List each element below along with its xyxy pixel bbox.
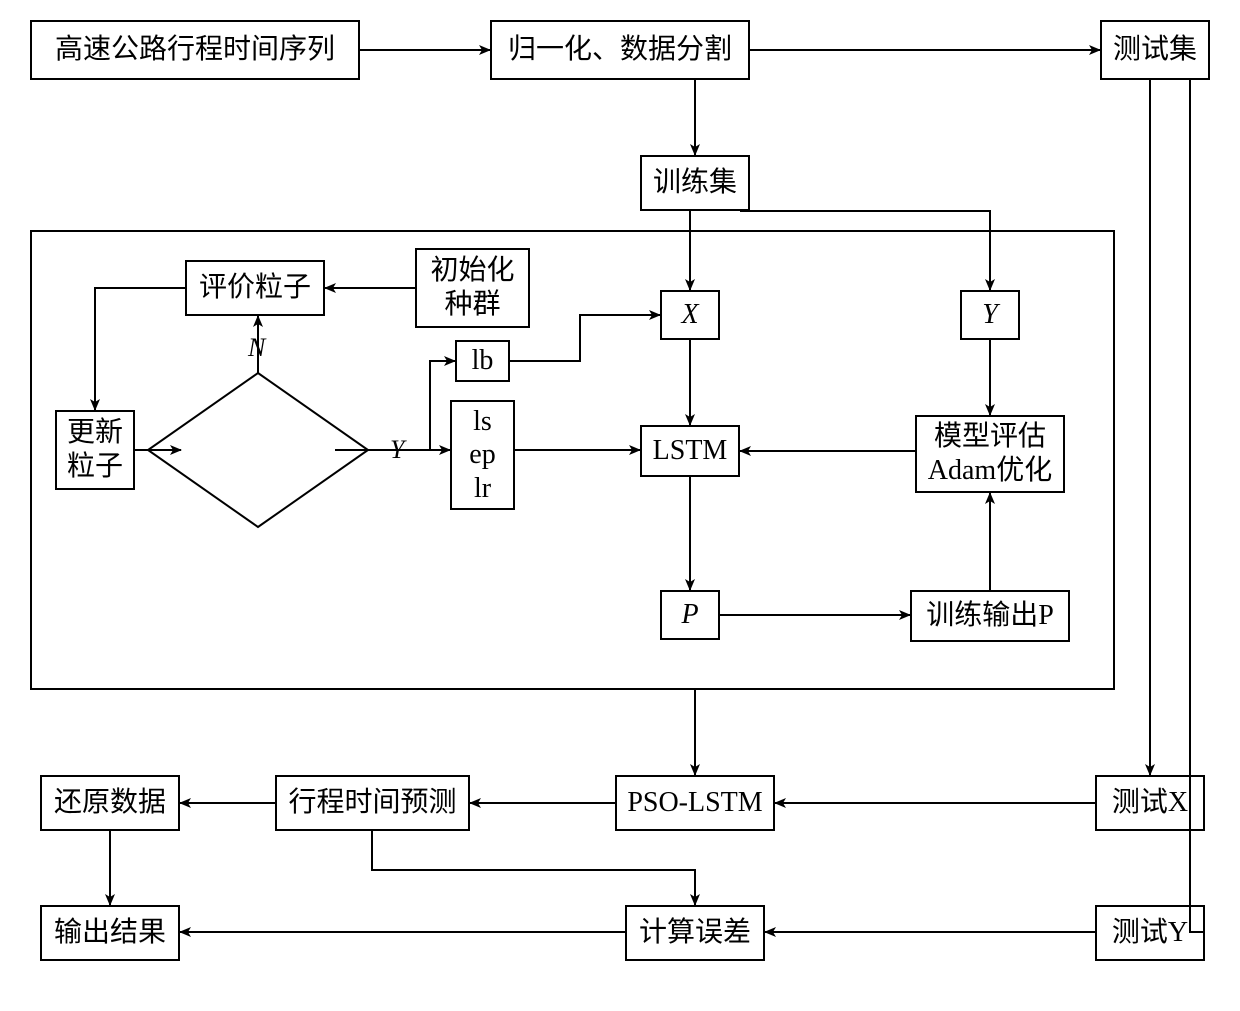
flowchart-canvas: 高速公路行程时间序列 归一化、数据分割 测试集 训练集 评价粒子 初始化种群 X… — [0, 0, 1240, 1011]
node-test-Y: 测试Y — [1095, 905, 1205, 961]
label: 是否最优 — [230, 418, 286, 482]
node-init-population: 初始化种群 — [415, 248, 530, 328]
node-model-eval-adam: 模型评估Adam优化 — [915, 415, 1065, 493]
label: P — [681, 598, 698, 632]
edge-label-N: N — [246, 333, 267, 363]
node-restore-data: 还原数据 — [40, 775, 180, 831]
node-is-optimal: 是否最优 — [148, 373, 368, 527]
node-update-particle: 更新粒子 — [55, 410, 135, 490]
node-output-result: 输出结果 — [40, 905, 180, 961]
label: 训练集 — [653, 166, 737, 200]
label: 高速公路行程时间序列 — [55, 33, 335, 67]
label: Y — [982, 298, 998, 332]
label: 评价粒子 — [199, 271, 311, 305]
node-travel-time-predict: 行程时间预测 — [275, 775, 470, 831]
label: 还原数据 — [54, 786, 166, 820]
label: 测试集 — [1113, 33, 1197, 67]
node-P: P — [660, 590, 720, 640]
label: 测试X — [1112, 786, 1188, 820]
node-eval-particle: 评价粒子 — [185, 260, 325, 316]
label: lseplr — [469, 405, 495, 506]
node-test-set: 测试集 — [1100, 20, 1210, 80]
node-normalize-split: 归一化、数据分割 — [490, 20, 750, 80]
label: lb — [472, 344, 494, 378]
label: X — [681, 298, 698, 332]
label: PSO-LSTM — [627, 786, 762, 820]
label: 训练输出P — [926, 599, 1054, 633]
label: LSTM — [653, 434, 728, 468]
label: 输出结果 — [54, 916, 166, 950]
label: 更新粒子 — [67, 416, 123, 483]
node-train-output-P: 训练输出P — [910, 590, 1070, 642]
label: 模型评估Adam优化 — [928, 420, 1052, 487]
node-X: X — [660, 290, 720, 340]
node-Y: Y — [960, 290, 1020, 340]
label: 测试Y — [1112, 916, 1188, 950]
label: 计算误差 — [639, 916, 751, 950]
node-pso-lstm: PSO-LSTM — [615, 775, 775, 831]
node-lb: lb — [455, 340, 510, 382]
node-calc-error: 计算误差 — [625, 905, 765, 961]
node-ls-ep-lr: lseplr — [450, 400, 515, 510]
node-train-set: 训练集 — [640, 155, 750, 211]
edge-label-Y: Y — [388, 435, 406, 465]
node-test-X: 测试X — [1095, 775, 1205, 831]
label: 归一化、数据分割 — [508, 33, 732, 67]
label: 初始化种群 — [430, 254, 514, 321]
node-highway-time-series: 高速公路行程时间序列 — [30, 20, 360, 80]
label: 行程时间预测 — [288, 786, 456, 820]
node-lstm: LSTM — [640, 425, 740, 477]
